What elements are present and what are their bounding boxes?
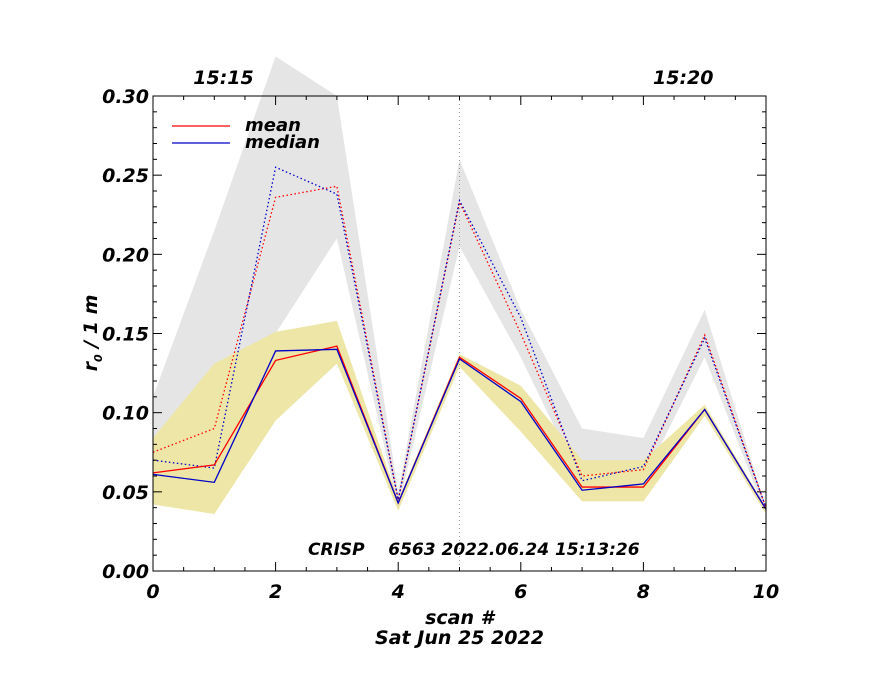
- axes-layer: [152, 95, 767, 572]
- legend-label-mean: mean: [245, 115, 301, 136]
- y-tick-label: 0.10: [102, 403, 149, 425]
- x-tick-label: 10: [753, 581, 779, 603]
- bands-layer: [153, 56, 766, 515]
- x-tick-label: 0: [146, 581, 159, 603]
- instrument-annotation: CRISP 6563 2022.06.24 15:13:26: [308, 540, 640, 560]
- grey-range-band: [153, 56, 766, 515]
- yellow-range-band: [153, 320, 766, 514]
- x-tick-label: 8: [637, 581, 650, 603]
- y-tick-label: 0.20: [102, 244, 149, 266]
- series-line-1: [152, 166, 767, 508]
- y-axis-title-main: r: [80, 360, 102, 371]
- top-time-label: 15:15: [193, 67, 253, 89]
- y-axis-title: r0 / 1 m: [80, 295, 105, 372]
- x-tick-label: 6: [514, 581, 527, 603]
- labels-layer: 0 2 4 6 8 10 0.00 0.05 0.10 0.15 0.20 0.25 0.30 15:15…: [80, 67, 779, 649]
- series-line-0: [152, 185, 767, 508]
- y-tick-label: 0.25: [102, 165, 149, 187]
- series-line-3: [152, 348, 767, 510]
- y-tick-label: 0.15: [102, 324, 149, 346]
- y-axis-title-subscript: 0: [92, 354, 105, 362]
- y-tick-label: 0.00: [102, 561, 149, 583]
- y-axis-title-rest: / 1 m: [80, 295, 102, 355]
- legend-label-median: median: [245, 132, 320, 153]
- y-tick-label: 0.05: [102, 482, 149, 504]
- x-tick-label: 2: [269, 581, 282, 603]
- series-layer: [152, 96, 767, 571]
- date-label: Sat Jun 25 2022: [375, 627, 544, 649]
- x-axis-title: scan #: [425, 607, 496, 629]
- x-tick-label: 4: [391, 581, 405, 603]
- top-time-label: 15:20: [653, 67, 713, 89]
- y-tick-label: 0.30: [102, 86, 149, 108]
